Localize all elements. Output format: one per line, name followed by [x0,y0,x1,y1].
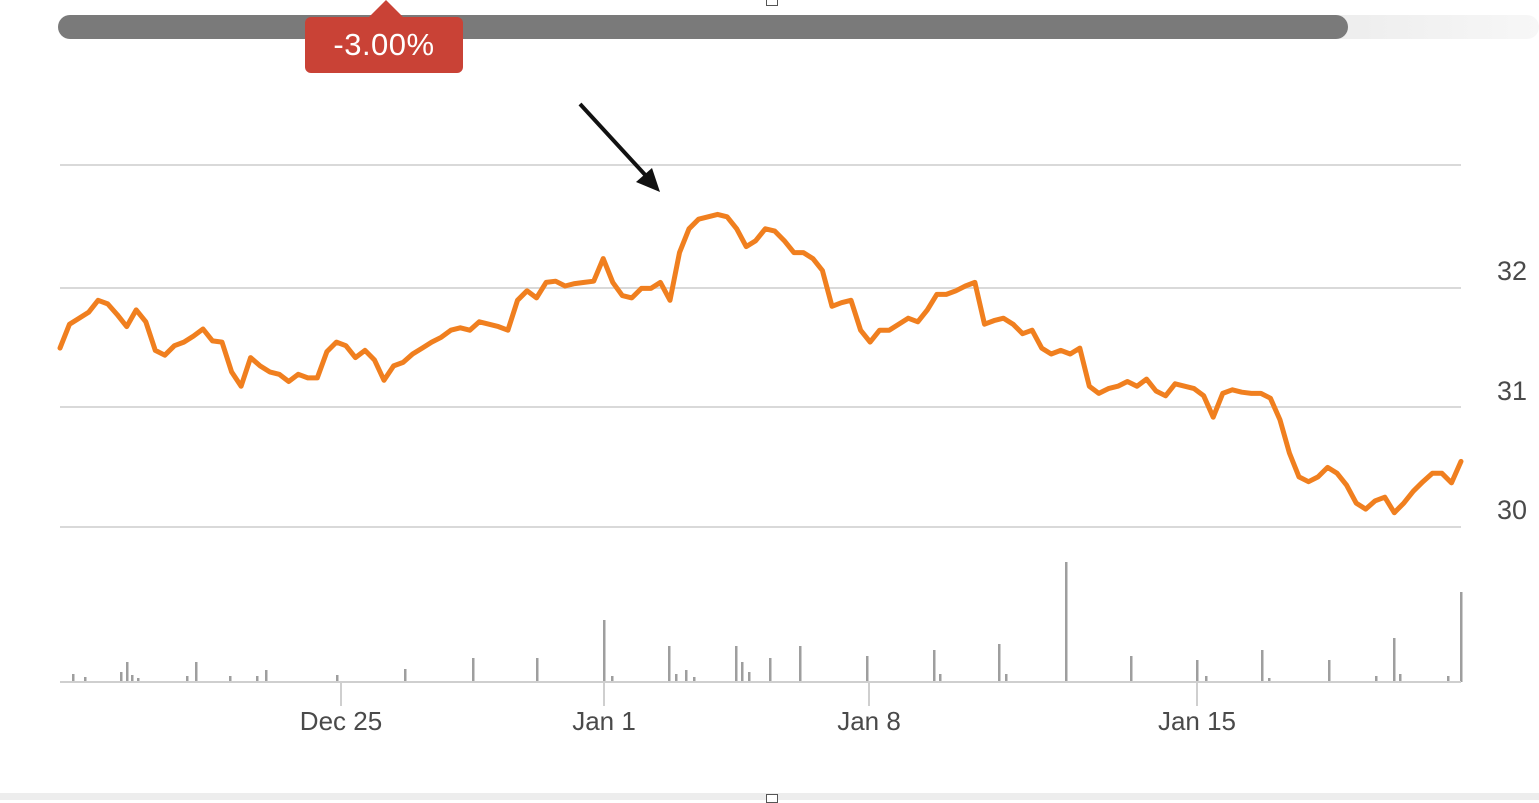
badge-pointer [369,0,403,17]
volume-bar [229,676,232,682]
volume-bar [769,658,772,682]
volume-bar [1393,638,1396,682]
volume-bar [675,674,678,682]
volume-bar [693,677,696,682]
volume-bar [126,662,129,682]
annotation-arrow [578,102,660,192]
volume-bar [939,674,942,682]
volume-bar [1065,562,1068,682]
volume-bar [799,646,802,682]
volume-bar [84,677,87,682]
volume-bar [1196,660,1199,682]
volume-bar [1130,656,1133,682]
volume-bar [137,678,140,682]
volume-bar [1328,660,1331,682]
y-tick-label: 32 [1497,256,1527,286]
volume-bar [1399,674,1402,682]
volume-bar [1205,676,1208,682]
volume-bar [1268,678,1271,682]
volume-bar [404,669,407,682]
volume-bar [668,646,671,682]
volume-bar [603,620,606,682]
volume-bar [611,676,614,682]
volume-bar [933,650,936,682]
volume-bar [1261,650,1264,682]
scrollbar-thumb[interactable] [58,15,1348,39]
x-tick-label: Jan 1 [572,706,636,736]
price-line [57,211,1464,516]
volume-bar [120,672,123,682]
volume-bar [256,676,259,682]
change-badge: -3.00% [305,17,463,73]
volume-bar [735,646,738,682]
volume-bar [336,675,339,682]
volume-bar [1460,592,1463,682]
volume-bar [748,672,751,682]
volume-bar [998,644,1001,682]
top-resize-handle[interactable] [766,0,778,6]
volume-bar [265,670,268,682]
volume-bar [195,662,198,682]
x-tick-label: Dec 25 [300,706,382,736]
volume-bar [72,674,75,682]
volume-bar [685,670,688,682]
volume-bar [741,662,744,682]
x-tick-label: Jan 8 [837,706,901,736]
x-tick-label: Jan 15 [1158,706,1236,736]
y-tick-label: 31 [1497,376,1527,406]
volume-bar [186,676,189,682]
volume-bar [1447,676,1450,682]
y-tick-label: 30 [1497,495,1527,525]
volume-bar [866,656,869,682]
volume-bar [1375,676,1378,682]
volume-bar [1005,674,1008,682]
volume-bar [131,675,134,682]
volume-bar [536,658,539,682]
volume-bar [472,658,475,682]
